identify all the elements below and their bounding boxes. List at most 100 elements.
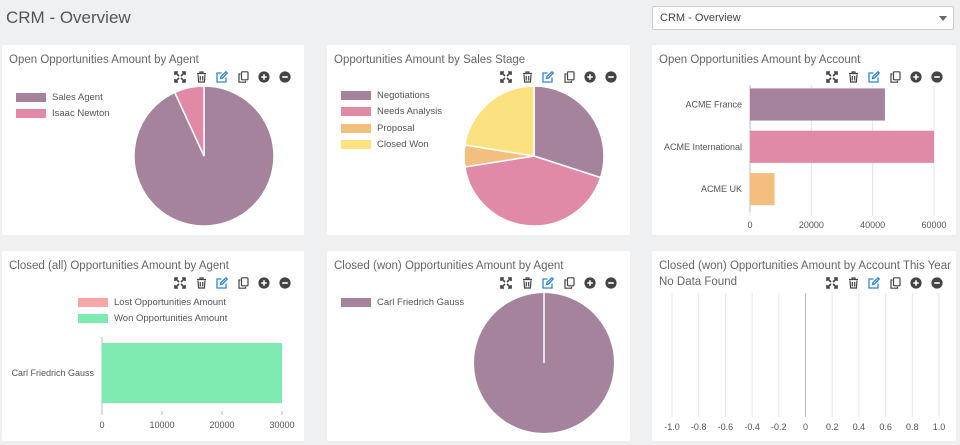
legend-label: Isaac Newton [52, 108, 110, 120]
trash-icon[interactable] [193, 70, 209, 84]
pie-slice[interactable] [173, 85, 205, 157]
card-toolbar [172, 70, 293, 84]
minus-circle-icon[interactable] [277, 276, 293, 290]
edit-icon[interactable] [540, 276, 556, 290]
pie-slice[interactable] [533, 85, 605, 179]
legend-item[interactable]: Negotiations [341, 87, 442, 104]
copy-icon[interactable] [887, 276, 903, 290]
bar[interactable] [750, 88, 885, 121]
x-tick-label: 0 [99, 420, 104, 430]
copy-icon[interactable] [561, 276, 577, 290]
minus-circle-icon[interactable] [929, 70, 945, 84]
card-toolbar [498, 70, 619, 84]
legend-swatch [341, 90, 371, 100]
pie-slice[interactable] [464, 155, 602, 227]
x-tick-label: 0.2 [826, 422, 839, 432]
card-toolbar [498, 276, 619, 290]
trash-icon[interactable] [845, 276, 861, 290]
legend-item[interactable]: Won Opportunities Amount [78, 311, 227, 328]
plus-circle-icon[interactable] [908, 70, 924, 84]
legend-label: Carl Friedrich Gauss [377, 296, 465, 308]
edit-icon[interactable] [214, 276, 230, 290]
pie-chart [474, 293, 614, 433]
legend-label: Proposal [377, 122, 415, 134]
card-closed-won-by-account-this-year: Closed (won) Opportunities Amount by Acc… [652, 251, 956, 441]
bar-chart: 0 20000 40000 60000 ACME France ACME Internat… [664, 85, 947, 230]
minus-circle-icon[interactable] [603, 276, 619, 290]
edit-icon[interactable] [540, 70, 556, 84]
expand-icon[interactable] [498, 70, 514, 84]
x-tick-label: 0.8 [906, 422, 919, 432]
legend-label: Needs Analysis [377, 106, 442, 118]
plus-circle-icon[interactable] [256, 70, 272, 84]
x-tick-label: -0.6 [718, 422, 734, 432]
plus-circle-icon[interactable] [256, 276, 272, 290]
legend-item[interactable]: Needs Analysis [341, 104, 442, 121]
copy-icon[interactable] [887, 70, 903, 84]
legend-item[interactable]: Closed Won [341, 137, 442, 154]
legend-item[interactable]: Proposal [341, 120, 442, 137]
edit-icon[interactable] [866, 276, 882, 290]
x-tick-label: 20000 [209, 420, 234, 430]
legend-label: Closed Won [377, 139, 429, 151]
minus-circle-icon[interactable] [277, 70, 293, 84]
x-tick-label: 0.4 [853, 422, 866, 432]
trash-icon[interactable] [519, 70, 535, 84]
x-tick-label: 20000 [799, 220, 824, 230]
bar[interactable] [750, 130, 934, 163]
plus-circle-icon[interactable] [582, 70, 598, 84]
card-open-opps-by-account: Open Opportunities Amount by Account 0 20… [652, 45, 956, 235]
legend-item[interactable]: Carl Friedrich Gauss [341, 294, 464, 311]
trash-icon[interactable] [519, 276, 535, 290]
copy-icon[interactable] [235, 276, 251, 290]
minus-circle-icon[interactable] [929, 276, 945, 290]
legend-swatch [341, 123, 371, 133]
copy-icon[interactable] [235, 70, 251, 84]
expand-icon[interactable] [172, 70, 188, 84]
caret-down-icon[interactable] [939, 16, 947, 21]
bar-chart: 0 10000 20000 30000 Carl Friedrich Gauss [11, 337, 295, 430]
expand-icon[interactable] [172, 276, 188, 290]
plus-circle-icon[interactable] [908, 276, 924, 290]
legend-swatch [341, 140, 371, 150]
chart-legend: Sales Agent Isaac Newton [16, 89, 110, 122]
x-tick-label: 60000 [921, 220, 946, 230]
card-open-opps-by-agent: Open Opportunities Amount by Agent Sales… [2, 45, 304, 235]
expand-icon[interactable] [824, 70, 840, 84]
bar[interactable] [102, 343, 282, 403]
minus-circle-icon[interactable] [603, 70, 619, 84]
dashboard-select[interactable]: CRM - Overview [652, 6, 954, 30]
card-title: Open Opportunities Amount by Agent [9, 54, 199, 66]
expand-icon[interactable] [824, 276, 840, 290]
pie-slice[interactable] [464, 85, 535, 157]
expand-icon[interactable] [498, 276, 514, 290]
no-data-message: No Data Found [659, 276, 737, 288]
plus-circle-icon[interactable] [582, 276, 598, 290]
y-tick-label: Carl Friedrich Gauss [11, 368, 94, 378]
edit-icon[interactable] [214, 70, 230, 84]
legend-item[interactable]: Sales Agent [16, 89, 110, 106]
page-title: CRM - Overview [6, 8, 131, 27]
copy-icon[interactable] [561, 70, 577, 84]
card-title: Closed (won) Opportunities Amount by Age… [334, 260, 564, 272]
y-tick-label: ACME France [685, 99, 742, 109]
bar[interactable] [750, 173, 775, 206]
card-toolbar [824, 276, 945, 290]
legend-item[interactable]: Isaac Newton [16, 106, 110, 123]
edit-icon[interactable] [866, 70, 882, 84]
trash-icon[interactable] [193, 276, 209, 290]
pie-chart [463, 85, 605, 227]
dashboard-select-value: CRM - Overview [660, 12, 741, 24]
y-tick-label: ACME International [664, 142, 742, 152]
card-title: Opportunities Amount by Sales Stage [334, 54, 526, 66]
card-toolbar [172, 276, 293, 290]
trash-icon[interactable] [845, 70, 861, 84]
chart-legend: Negotiations Needs Analysis Proposal Closed… [341, 87, 442, 153]
legend-item[interactable]: Lost Opportunities Amount [78, 294, 227, 311]
x-tick-label: 0.6 [879, 422, 892, 432]
legend-label: Lost Opportunities Amount [114, 296, 226, 308]
x-tick-label: 40000 [860, 220, 885, 230]
card-title: Closed (won) Opportunities Amount by Acc… [659, 260, 951, 272]
x-tick-label: 0 [747, 220, 752, 230]
x-tick-label: -0.2 [771, 422, 787, 432]
